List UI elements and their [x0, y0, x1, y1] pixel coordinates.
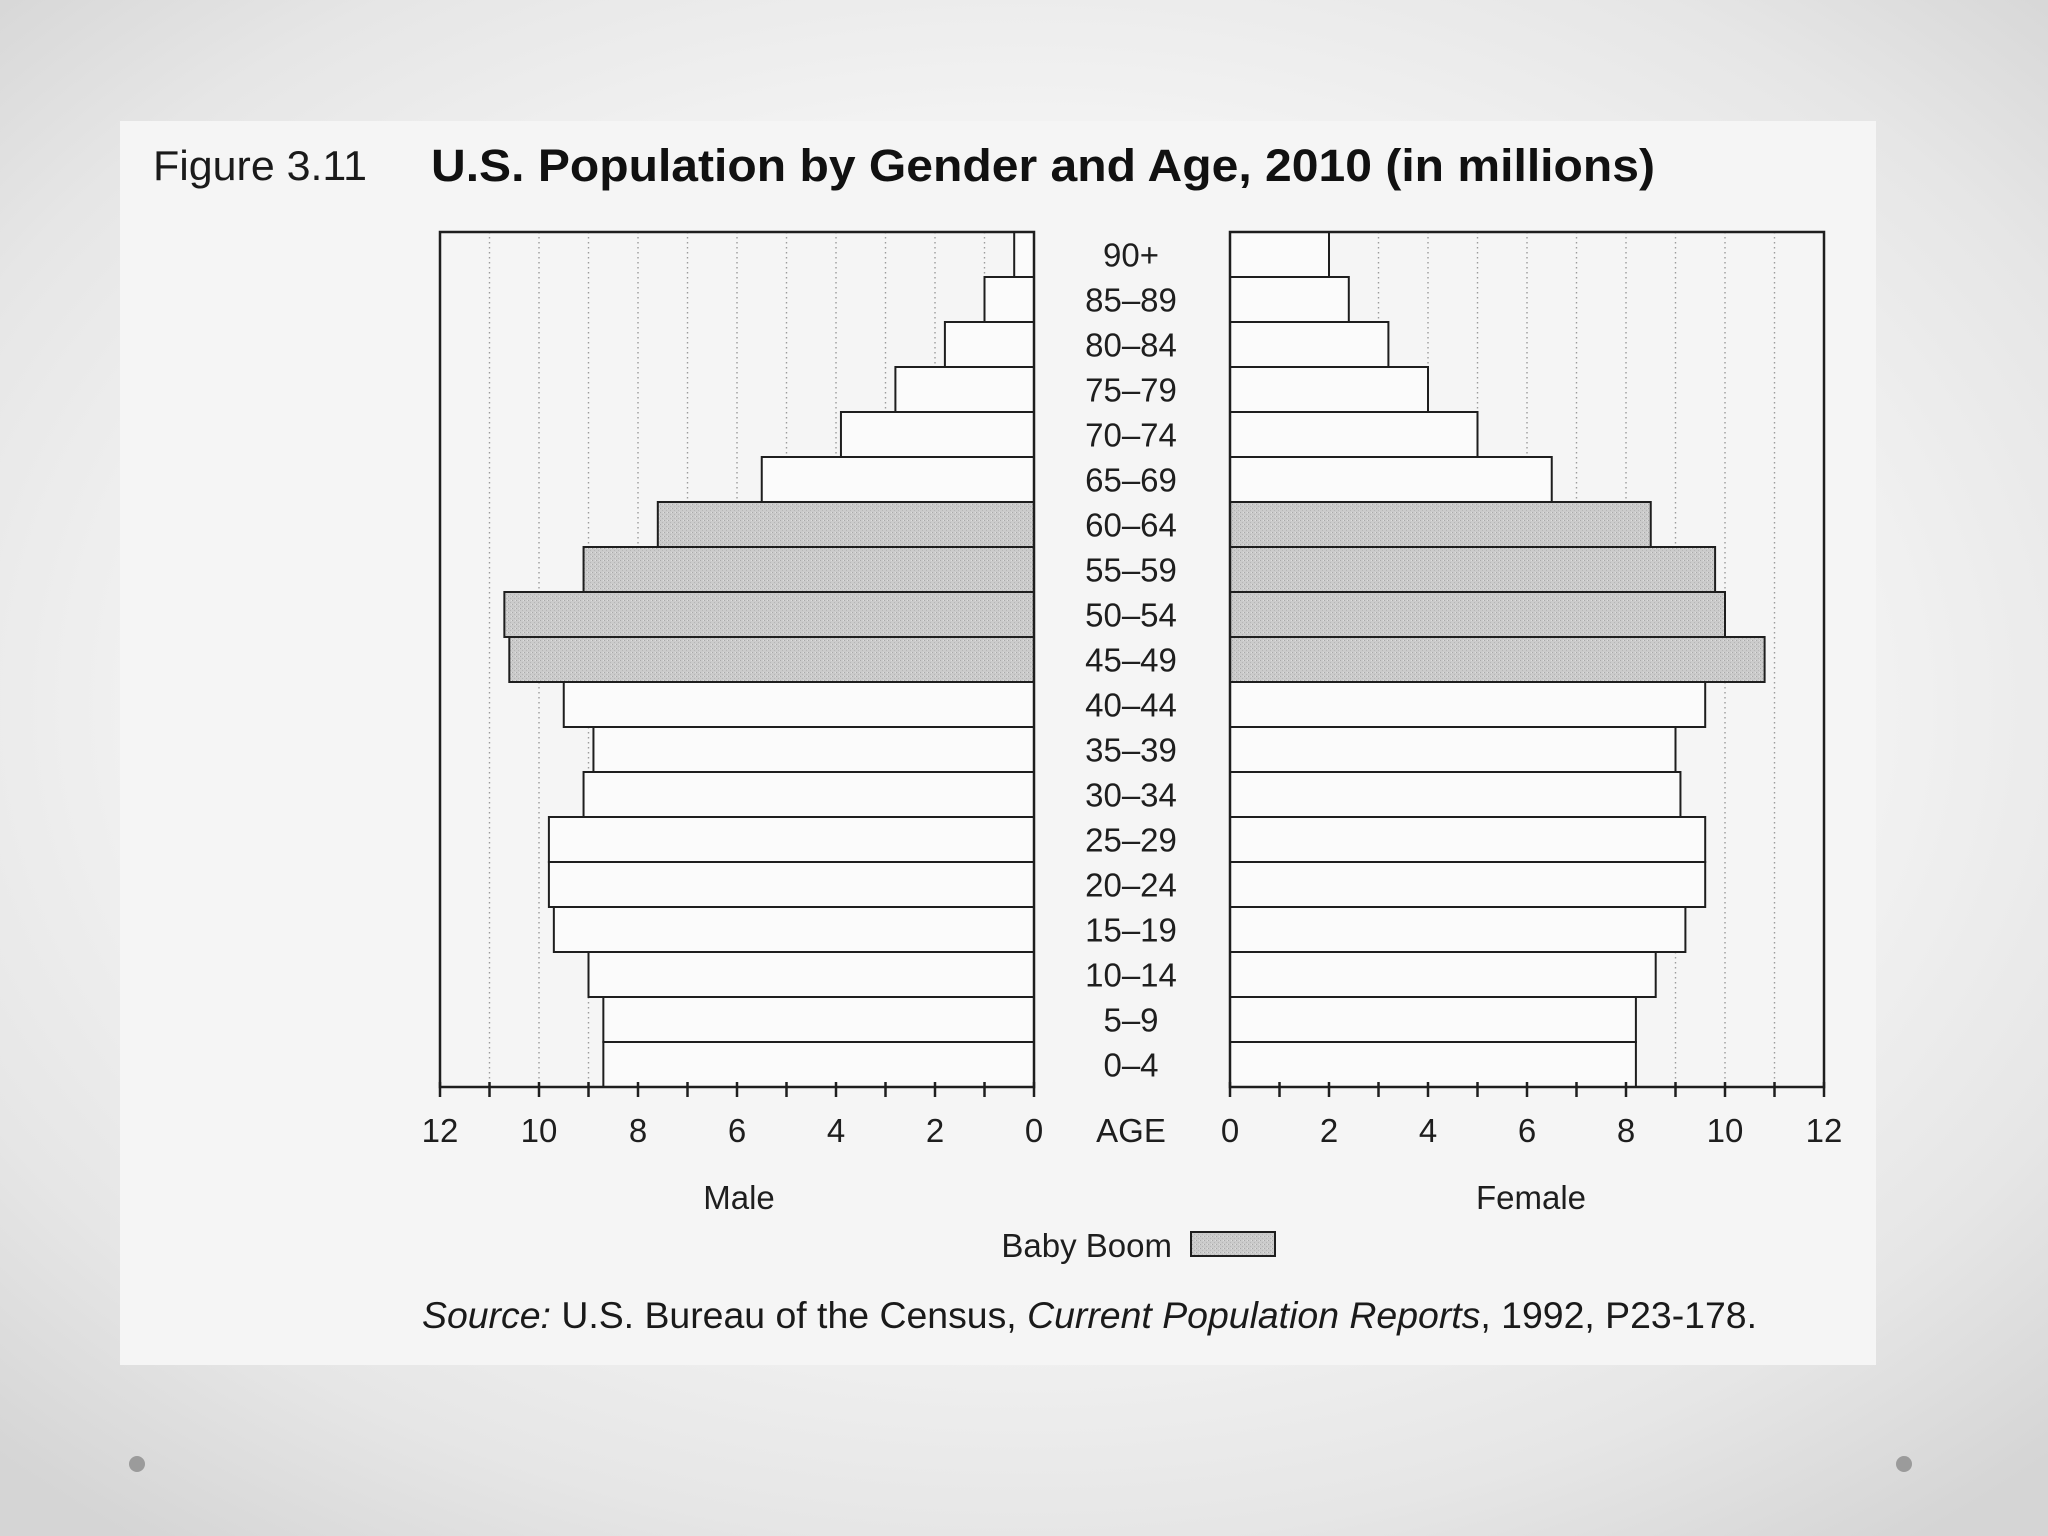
- male-tick-label-8: 8: [629, 1112, 647, 1149]
- legend-swatch-baby-boom: [1190, 1231, 1276, 1257]
- male-bar-35-39: [592, 726, 1035, 773]
- male-axis-label: Male: [703, 1179, 775, 1216]
- female-bar-5-9: [1229, 996, 1637, 1043]
- bullet-dot-left: [129, 1456, 145, 1472]
- source-agency: U.S. Bureau of the Census,: [561, 1295, 1016, 1336]
- male-bar-70-74: [839, 411, 1036, 458]
- female-bar-50-54: [1229, 591, 1726, 638]
- figure-number: Figure 3.11: [153, 142, 367, 189]
- female-bar-10-14: [1229, 951, 1657, 998]
- age-label-0-4: 0–4: [1103, 1047, 1158, 1084]
- age-label-80-84: 80–84: [1085, 327, 1177, 364]
- male-bar-90-plus: [1013, 231, 1036, 278]
- age-label-10-14: 10–14: [1085, 957, 1177, 994]
- female-bar-80-84: [1229, 321, 1390, 368]
- male-bar-60-64: [656, 501, 1035, 548]
- age-label-75-79: 75–79: [1085, 372, 1177, 409]
- female-bar-30-34: [1229, 771, 1682, 818]
- male-tick-label-2: 2: [926, 1112, 944, 1149]
- source-label: Source:: [422, 1295, 551, 1336]
- male-bar-0-4: [602, 1041, 1035, 1088]
- male-bar-25-29: [547, 816, 1036, 863]
- male-bar-30-34: [582, 771, 1035, 818]
- female-tick-label-2: 2: [1320, 1112, 1338, 1149]
- male-plot-area: 0 2 4 6 8 10 12: [422, 230, 1043, 1149]
- source-publication: Current Population Reports: [1027, 1295, 1480, 1336]
- legend-label-baby-boom: Baby Boom: [1001, 1227, 1172, 1264]
- male-bar-45-49: [508, 636, 1035, 683]
- female-tick-label-0: 0: [1221, 1112, 1239, 1149]
- female-axis-label: Female: [1476, 1179, 1586, 1216]
- female-bar-65-69: [1229, 456, 1553, 503]
- male-bar-10-14: [587, 951, 1035, 998]
- age-label-60-64: 60–64: [1085, 507, 1177, 544]
- female-bar-20-24: [1229, 861, 1707, 908]
- age-label-90-plus: 90+: [1103, 237, 1159, 274]
- age-label-65-69: 65–69: [1085, 462, 1177, 499]
- age-label-15-19: 15–19: [1085, 912, 1177, 949]
- age-label-85-89: 85–89: [1085, 282, 1177, 319]
- male-bar-5-9: [602, 996, 1035, 1043]
- chart-title: U.S. Population by Gender and Age, 2010 …: [431, 140, 1655, 191]
- age-axis-labels: 90+ 85–89 80–84 75–79 70–74 65–69 60–64 55–59 50…: [1085, 237, 1177, 1084]
- bullet-dot-right: [1896, 1456, 1912, 1472]
- legend: Baby Boom: [1001, 1227, 1276, 1264]
- female-bar-85-89: [1229, 276, 1350, 323]
- age-label-50-54: 50–54: [1085, 597, 1177, 634]
- female-bar-55-59: [1229, 546, 1717, 593]
- male-bar-20-24: [547, 861, 1036, 908]
- male-bar-50-54: [503, 591, 1036, 638]
- female-bar-90-plus: [1229, 231, 1330, 278]
- male-tick-label-4: 4: [827, 1112, 845, 1149]
- age-label-70-74: 70–74: [1085, 417, 1177, 454]
- age-axis-title: AGE: [1096, 1112, 1166, 1149]
- male-bar-55-59: [582, 546, 1035, 593]
- male-bar-75-79: [894, 366, 1036, 413]
- female-tick-label-8: 8: [1617, 1112, 1635, 1149]
- age-label-30-34: 30–34: [1085, 777, 1177, 814]
- female-bar-70-74: [1229, 411, 1479, 458]
- male-bar-65-69: [760, 456, 1035, 503]
- male-bar-40-44: [562, 681, 1035, 728]
- age-label-45-49: 45–49: [1085, 642, 1177, 679]
- female-bar-40-44: [1229, 681, 1707, 728]
- male-bar-80-84: [943, 321, 1036, 368]
- male-tick-label-6: 6: [728, 1112, 746, 1149]
- female-tick-label-12: 12: [1806, 1112, 1843, 1149]
- age-label-40-44: 40–44: [1085, 687, 1177, 724]
- age-label-20-24: 20–24: [1085, 867, 1177, 904]
- female-tick-label-6: 6: [1518, 1112, 1536, 1149]
- female-bar-60-64: [1229, 501, 1652, 548]
- female-tick-label-10: 10: [1707, 1112, 1744, 1149]
- male-bar-85-89: [983, 276, 1035, 323]
- female-bar-35-39: [1229, 726, 1677, 773]
- age-label-25-29: 25–29: [1085, 822, 1177, 859]
- female-bar-25-29: [1229, 816, 1707, 863]
- male-tick-label-10: 10: [521, 1112, 558, 1149]
- female-bar-0-4: [1229, 1041, 1637, 1088]
- male-tick-label-12: 12: [422, 1112, 459, 1149]
- male-tick-label-0: 0: [1025, 1112, 1043, 1149]
- female-bar-45-49: [1229, 636, 1766, 683]
- source-details: , 1992, P23-178.: [1480, 1295, 1757, 1336]
- age-label-55-59: 55–59: [1085, 552, 1177, 589]
- source-note: Source: U.S. Bureau of the Census, Curre…: [422, 1295, 1757, 1336]
- female-plot-area: 0 2 4 6 8 10 12: [1221, 230, 1843, 1149]
- female-bar-15-19: [1229, 906, 1687, 953]
- age-label-5-9: 5–9: [1103, 1002, 1158, 1039]
- male-bar-15-19: [552, 906, 1035, 953]
- female-bar-75-79: [1229, 366, 1429, 413]
- age-label-35-39: 35–39: [1085, 732, 1177, 769]
- female-tick-label-4: 4: [1419, 1112, 1437, 1149]
